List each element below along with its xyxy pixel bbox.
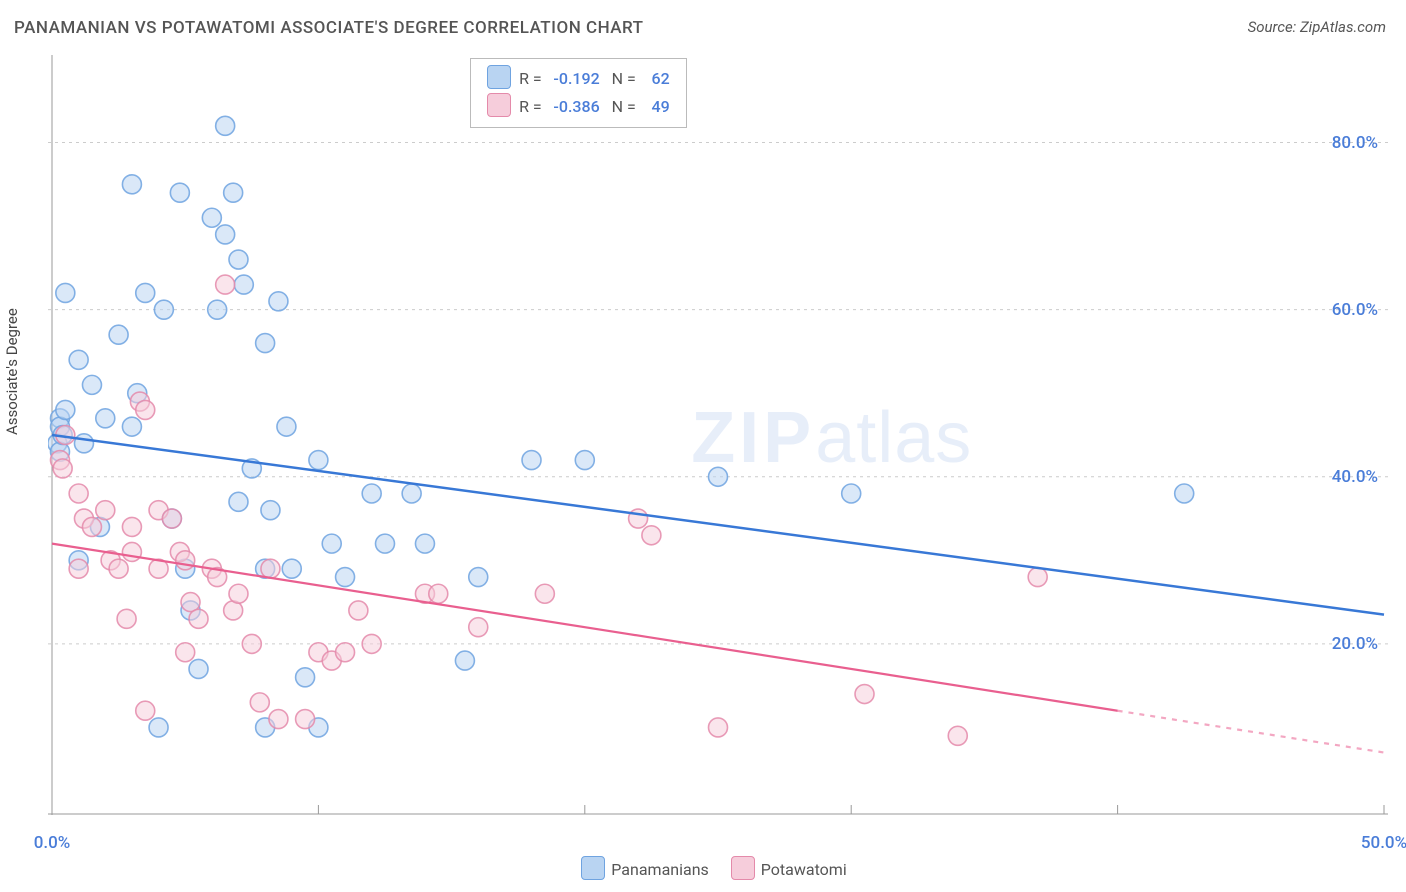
correlation-stats-box: R = -0.192 N = 62R = -0.386 N = 49 — [470, 58, 687, 128]
stats-n-value: 62 — [640, 65, 670, 93]
legend-swatch — [487, 93, 511, 117]
stats-row: R = -0.386 N = 49 — [487, 93, 670, 121]
scatter-chart-svg — [48, 55, 1388, 815]
y-tick-label: 40.0% — [1332, 467, 1378, 487]
legend-swatch — [487, 65, 511, 89]
y-tick-label: 60.0% — [1332, 300, 1378, 320]
stats-r-label: R = — [519, 97, 542, 116]
stats-r-label: R = — [519, 69, 542, 88]
series-legend: Panamanians Potawatomi — [0, 856, 1406, 880]
legend-label: Panamanians — [611, 860, 709, 879]
chart-title: PANAMANIAN VS POTAWATOMI ASSOCIATE'S DEG… — [14, 18, 644, 38]
y-tick-label: 80.0% — [1332, 133, 1378, 153]
legend-label: Potawatomi — [761, 860, 847, 879]
stats-n-label: N = — [612, 69, 636, 88]
y-tick-label: 20.0% — [1332, 634, 1378, 654]
stats-n-label: N = — [612, 97, 636, 116]
stats-r-value: -0.386 — [546, 93, 600, 121]
legend-swatch — [731, 856, 755, 880]
source-attribution: Source: ZipAtlas.com — [1248, 18, 1386, 36]
x-tick-label: 50.0% — [1361, 833, 1406, 853]
stats-row: R = -0.192 N = 62 — [487, 65, 670, 93]
y-axis-label: Associate's Degree — [3, 308, 21, 435]
x-tick-label: 0.0% — [34, 833, 71, 853]
chart-plot-area: 20.0%40.0%60.0%80.0% 0.0%50.0% ZIPatlas … — [48, 55, 1388, 815]
legend-swatch — [581, 856, 605, 880]
stats-r-value: -0.192 — [546, 65, 600, 93]
stats-n-value: 49 — [640, 93, 670, 121]
